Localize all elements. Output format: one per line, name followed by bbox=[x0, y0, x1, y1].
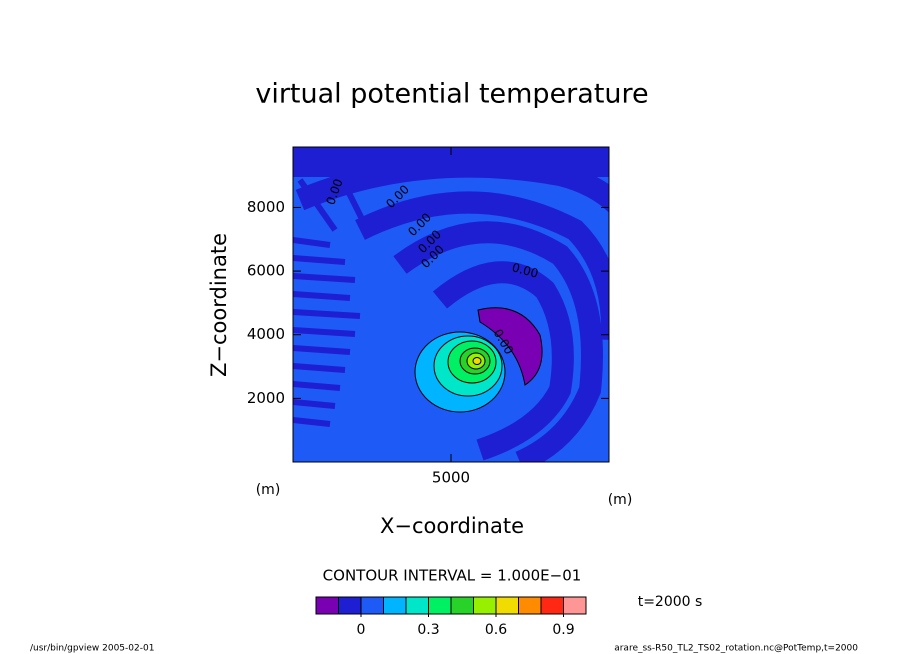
colorbar-box bbox=[518, 596, 542, 615]
contour-label: 0.00 bbox=[510, 260, 539, 280]
colorbar-box bbox=[540, 596, 564, 615]
colorbar-tick-label: 0.9 bbox=[552, 622, 574, 638]
y-tick-label: 4000 bbox=[247, 325, 285, 343]
colorbar-box bbox=[495, 596, 519, 615]
contour-field bbox=[293, 147, 609, 462]
y-axis-label: Z−coordinate bbox=[207, 233, 231, 377]
y-tick-label: 2000 bbox=[247, 389, 285, 407]
colorbar-box bbox=[473, 596, 497, 615]
y-tick-label: 8000 bbox=[247, 198, 285, 216]
x-axis-label: X−coordinate bbox=[380, 514, 524, 538]
colorbar-box bbox=[405, 596, 429, 615]
x-tick-label: 5000 bbox=[432, 469, 470, 487]
colorbar-box bbox=[360, 596, 384, 615]
footer-left: /usr/bin/gpview 2005-02-01 bbox=[30, 644, 154, 654]
footer-right: arare_ss-R50_TL2_TS02_rotation.nc@PotTem… bbox=[614, 644, 858, 654]
colorbar-box bbox=[315, 596, 339, 615]
colorbar-box bbox=[383, 596, 407, 615]
y-tick-label: 6000 bbox=[247, 262, 285, 280]
y-unit: (m) bbox=[256, 482, 281, 498]
colorbar-box bbox=[338, 596, 362, 615]
colorbar-box bbox=[563, 596, 587, 615]
colorbar-box bbox=[428, 596, 452, 615]
colorbar-box bbox=[450, 596, 474, 615]
contour-interval: CONTOUR INTERVAL = 1.000E−01 bbox=[323, 567, 582, 585]
colorbar-tick-label: 0 bbox=[357, 622, 366, 638]
colorbar-tick-label: 0.3 bbox=[417, 622, 439, 638]
x-unit: (m) bbox=[608, 492, 633, 508]
colorbar-tick-label: 0.6 bbox=[485, 622, 507, 638]
chart-title: virtual potential temperature bbox=[255, 79, 648, 110]
time-label: t=2000 s bbox=[638, 594, 703, 610]
